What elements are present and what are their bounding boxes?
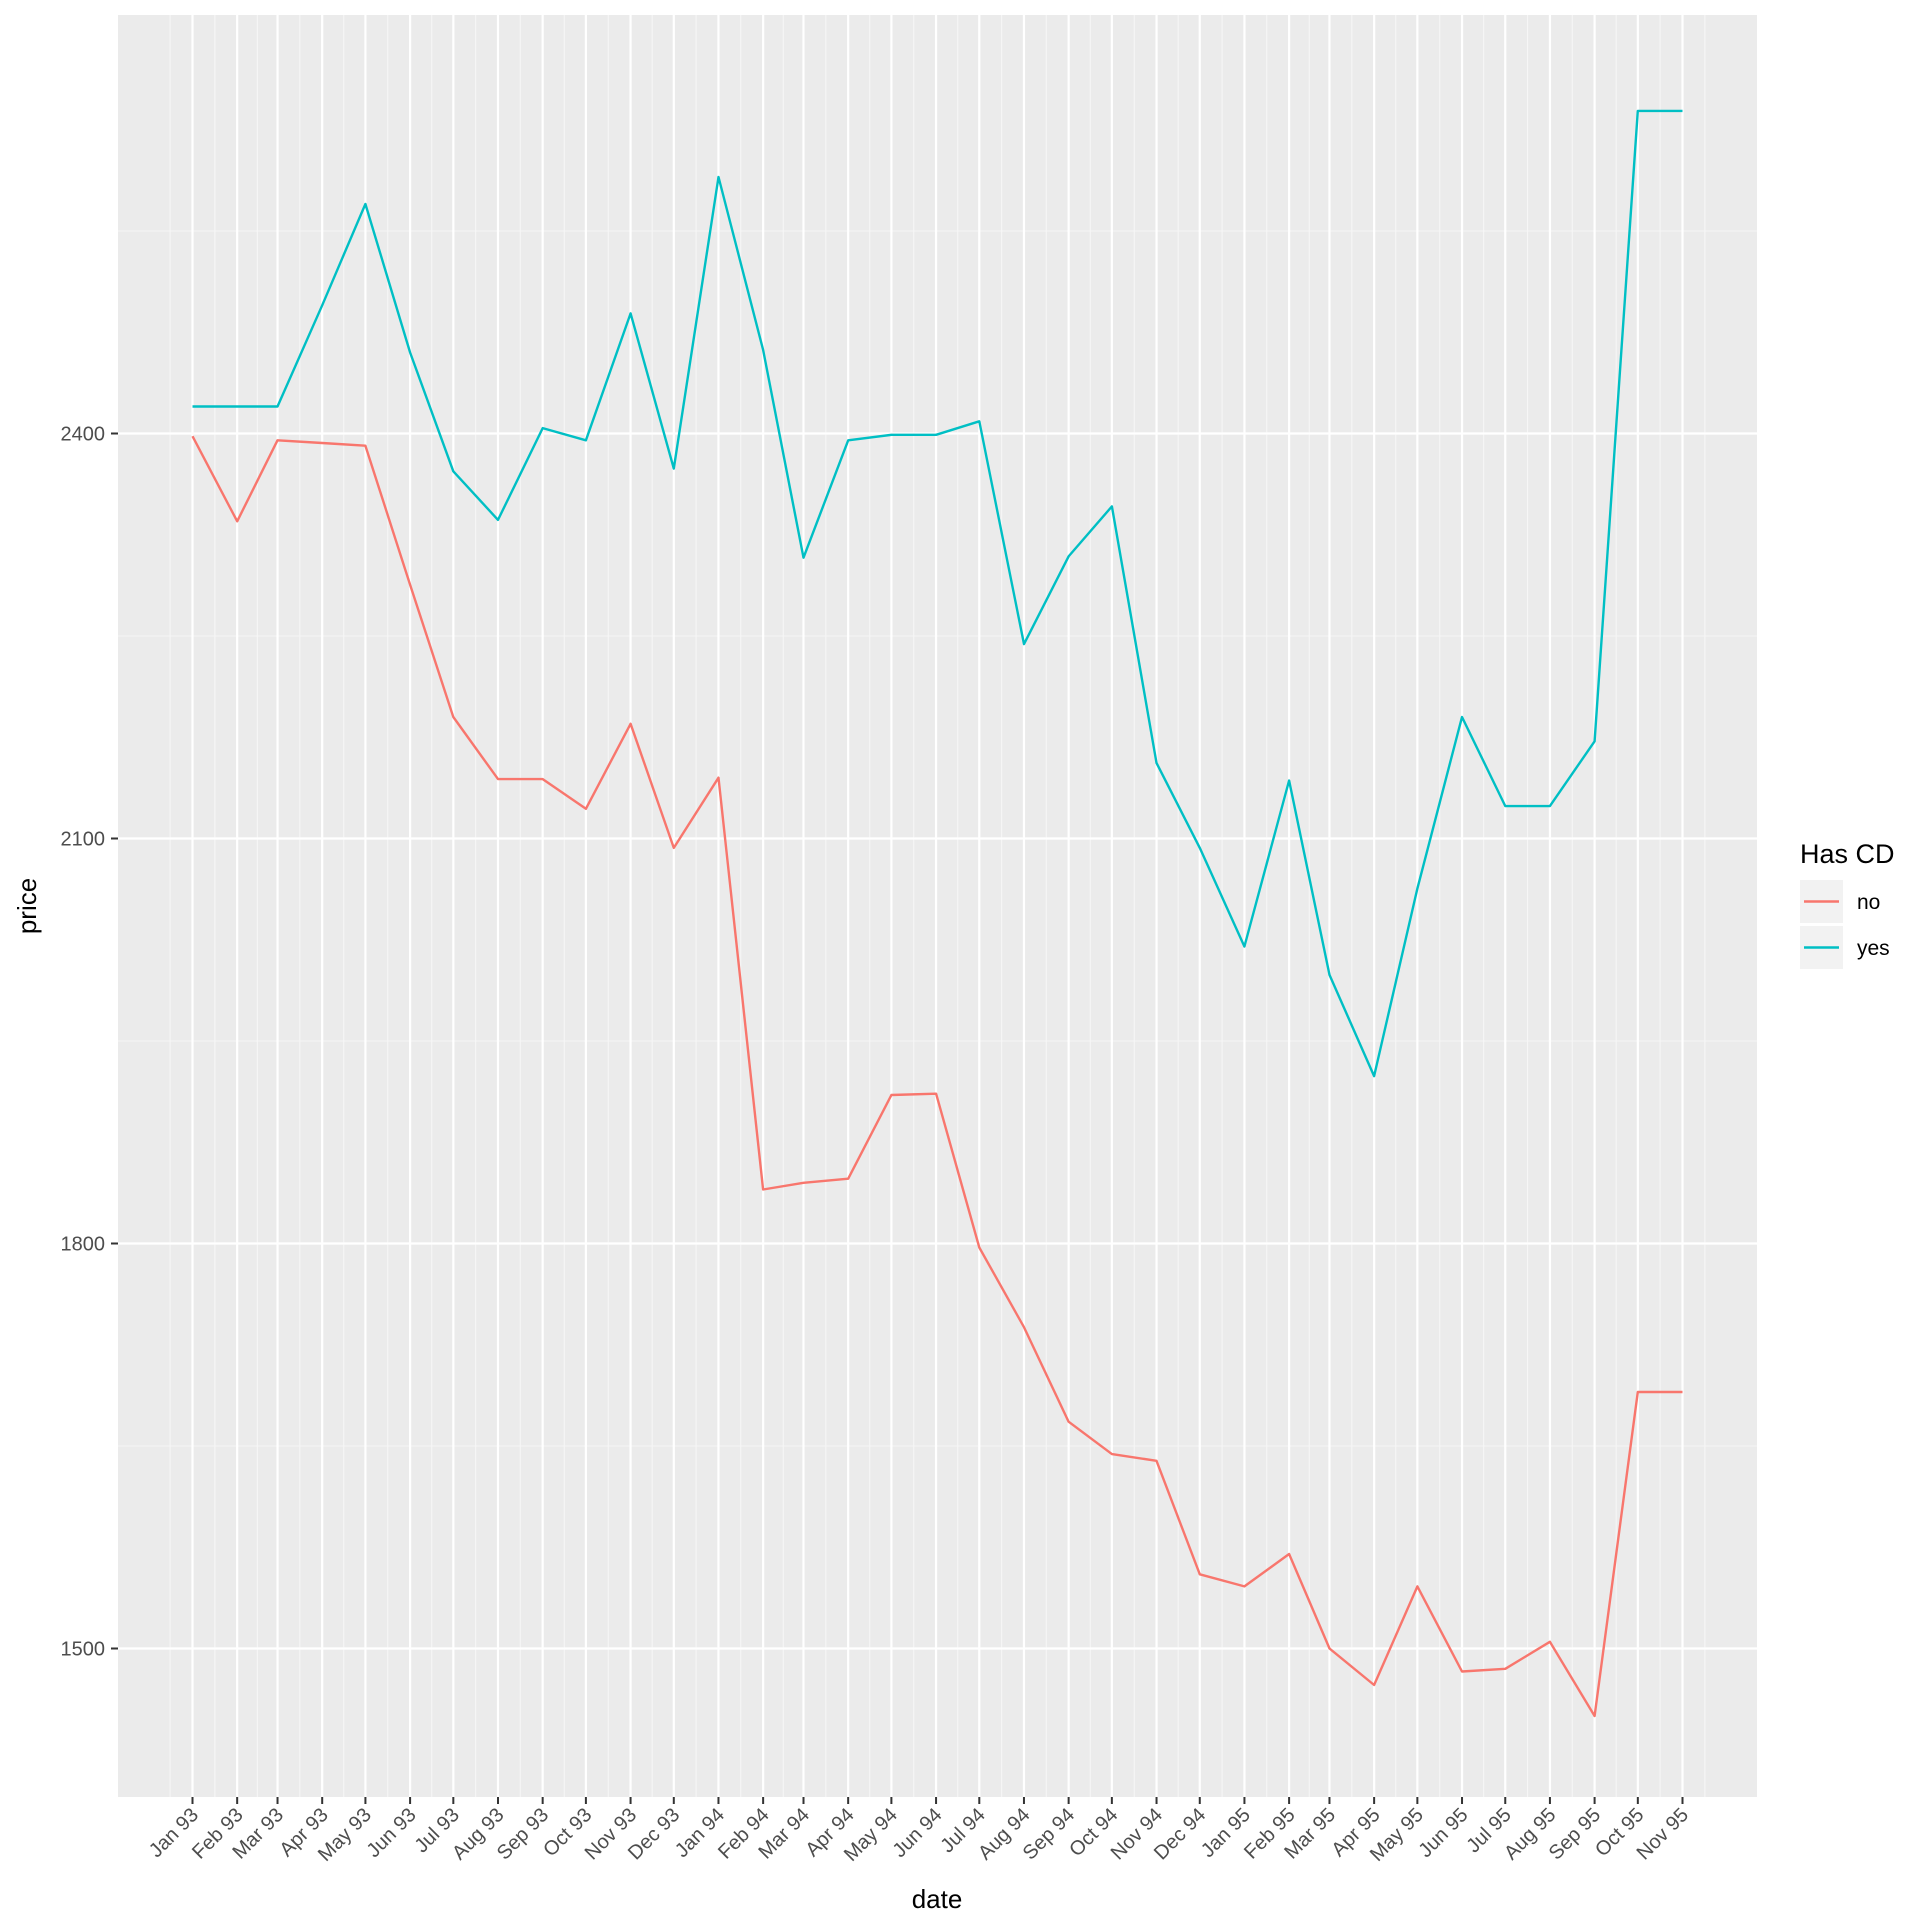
plot-panel — [118, 15, 1757, 1797]
x-tick-label: Jun 95 — [1415, 1804, 1473, 1862]
series-line-no — [191, 435, 1683, 1718]
y-axis-title: price — [12, 878, 42, 934]
y-tick-label: 1500 — [61, 1639, 106, 1661]
series-line-yes — [192, 109, 1683, 1078]
legend-title: Has CD — [1800, 839, 1895, 869]
series-lines — [191, 109, 1683, 1718]
legend-label-yes: yes — [1857, 937, 1890, 960]
y-tick-label: 1800 — [61, 1234, 106, 1256]
x-axis-title: date — [912, 1884, 963, 1914]
y-axis: 1500 1800 2100 2400 — [61, 424, 118, 1661]
y-tick-label: 2100 — [61, 829, 106, 851]
x-tick-label: Jun 94 — [889, 1804, 947, 1862]
minor-gridlines — [118, 15, 1757, 1797]
legend-label-no: no — [1857, 891, 1880, 914]
major-gridlines — [118, 15, 1757, 1797]
legend: Has CD no yes — [1800, 839, 1895, 969]
y-tick-label: 2400 — [61, 424, 106, 446]
x-tick-label: Jun 93 — [363, 1804, 421, 1862]
